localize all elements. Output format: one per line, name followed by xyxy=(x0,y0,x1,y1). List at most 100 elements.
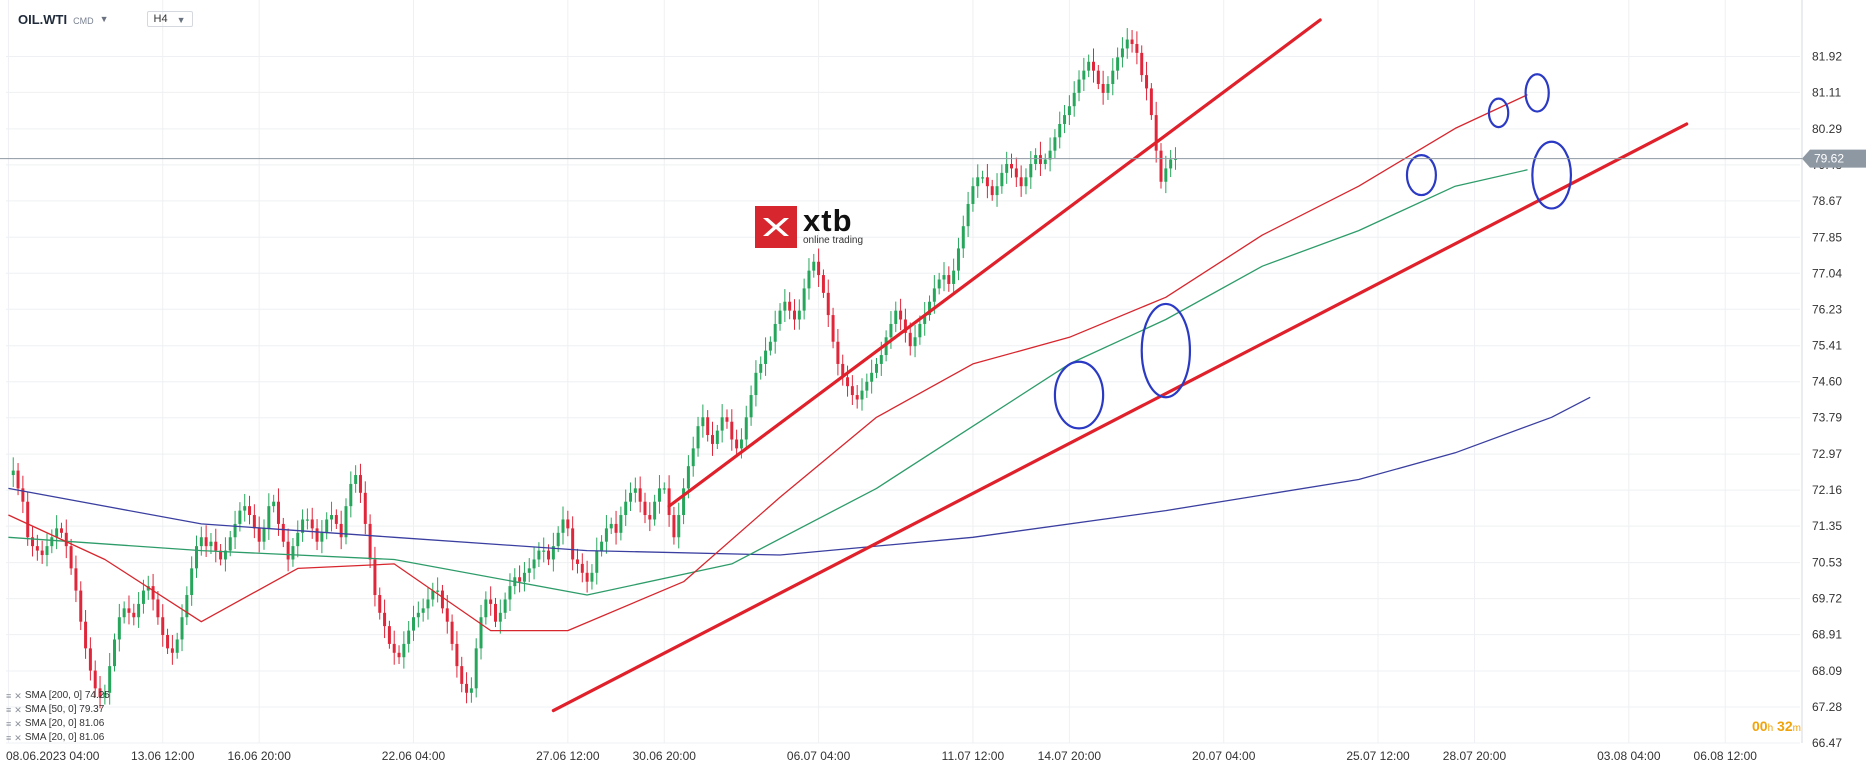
current-price-marker: 79.62 xyxy=(1802,149,1866,168)
sma50-line xyxy=(8,169,1528,596)
candle-up xyxy=(1173,158,1177,160)
candle-up xyxy=(238,510,242,524)
candle-down xyxy=(1159,150,1163,182)
candle-up xyxy=(879,355,883,364)
candle-up xyxy=(103,692,107,698)
candle-timer: 00h 32m xyxy=(1752,718,1801,734)
candle-down xyxy=(440,590,444,609)
candle-down xyxy=(1096,70,1100,84)
y-tick-label: 66.47 xyxy=(1812,736,1842,750)
candle-down xyxy=(580,563,584,573)
candle-up xyxy=(600,541,604,551)
candle-up xyxy=(595,550,599,573)
candle-up xyxy=(609,523,613,529)
candle-up xyxy=(971,186,975,204)
current-price-label: 79.62 xyxy=(1814,152,1844,166)
candle-down xyxy=(373,559,377,596)
close-icon[interactable]: ✕ xyxy=(14,691,22,701)
timeframe-chevron-down-icon[interactable]: ▼ xyxy=(176,15,186,25)
settings-icon[interactable]: ≡ xyxy=(6,691,12,701)
candle-up xyxy=(45,546,49,556)
legend-label: SMA [20, 0] 81.06 xyxy=(24,732,105,743)
candle-down xyxy=(1101,83,1105,93)
candle-up xyxy=(556,532,560,547)
candle-up xyxy=(764,350,768,364)
candle-up xyxy=(1077,79,1081,93)
candle-down xyxy=(792,310,796,320)
settings-icon[interactable]: ≡ xyxy=(6,705,12,715)
candle-up xyxy=(402,643,406,658)
candle-up xyxy=(228,537,232,551)
y-tick-label: 71.35 xyxy=(1812,519,1842,533)
candle-up xyxy=(522,572,526,582)
candle-up xyxy=(937,279,941,289)
candle-up xyxy=(657,488,661,502)
candle-down xyxy=(947,275,951,284)
candle-up xyxy=(223,550,227,560)
y-tick-label: 70.53 xyxy=(1812,556,1842,570)
timeframe-value: H4 xyxy=(153,13,168,25)
candle-up xyxy=(108,666,112,693)
candle-up xyxy=(330,515,334,520)
close-icon[interactable]: ✕ xyxy=(14,733,22,743)
legend-item: ≡ ✕ SMA [20, 0] 81.06 xyxy=(6,717,110,731)
candle-up xyxy=(1053,137,1057,151)
candle-up xyxy=(995,186,999,196)
candle-up xyxy=(1048,150,1052,160)
candle-up xyxy=(744,417,748,440)
candle-up xyxy=(754,372,758,396)
y-tick-label: 77.85 xyxy=(1812,230,1842,244)
close-icon[interactable]: ✕ xyxy=(14,705,22,715)
legend-item: ≡ ✕ SMA [50, 0] 79.37 xyxy=(6,703,110,717)
candle-down xyxy=(161,617,165,636)
x-tick-label: 13.06 12:00 xyxy=(131,749,195,763)
candle-up xyxy=(1067,106,1071,116)
candle-down xyxy=(88,648,92,671)
candle-up xyxy=(1063,115,1067,124)
candle-up xyxy=(527,568,531,573)
timeframe-select[interactable]: H4 ▼ xyxy=(146,11,193,27)
y-tick-label: 74.60 xyxy=(1812,375,1842,389)
annotation-circle xyxy=(1487,97,1510,129)
candle-up xyxy=(113,639,117,667)
candle-up xyxy=(1087,61,1091,71)
candle-down xyxy=(127,608,131,613)
candle-up xyxy=(624,501,628,516)
y-tick-label: 81.11 xyxy=(1812,85,1841,99)
candle-down xyxy=(445,608,449,622)
x-axis: 08.06.2023 04:00 13.06 12:00 16.06 20:00 22… xyxy=(6,749,1757,763)
settings-icon[interactable]: ≡ xyxy=(6,733,12,743)
candle-up xyxy=(421,608,425,613)
candle-up xyxy=(11,470,15,476)
candle-up xyxy=(662,488,666,490)
candle-up xyxy=(50,537,54,547)
symbol-name[interactable]: OIL.WTI xyxy=(18,11,68,27)
annotation-circle xyxy=(1053,360,1105,430)
candle-up xyxy=(503,599,507,613)
legend-item: ≡ ✕ SMA [200, 0] 74.25 xyxy=(6,689,110,703)
sma20-line xyxy=(8,94,1528,632)
candle-up xyxy=(1034,155,1038,164)
settings-icon[interactable]: ≡ xyxy=(6,719,12,729)
chart-toolbar: OIL.WTI CMD ▼ H4 ▼ xyxy=(18,8,193,30)
timer-hours-unit: h xyxy=(1767,723,1774,734)
candle-up xyxy=(691,448,695,467)
candle-up xyxy=(1120,48,1124,58)
candle-down xyxy=(855,395,859,400)
candle-up xyxy=(956,248,960,271)
candle-up xyxy=(1125,39,1129,49)
candle-up xyxy=(344,506,348,538)
close-icon[interactable]: ✕ xyxy=(14,719,22,729)
candle-up xyxy=(884,337,888,356)
candle-up xyxy=(797,310,801,320)
candle-up xyxy=(1116,57,1120,71)
candle-up xyxy=(720,417,724,431)
candle-down xyxy=(204,537,208,547)
candle-up xyxy=(874,363,878,373)
legend-label: SMA [20, 0] 81.06 xyxy=(24,718,105,729)
candle-down xyxy=(614,523,618,533)
symbol-chevron-down-icon[interactable]: ▼ xyxy=(99,14,109,24)
candle-up xyxy=(802,288,806,311)
x-tick-label: 14.07 20:00 xyxy=(1038,749,1102,763)
